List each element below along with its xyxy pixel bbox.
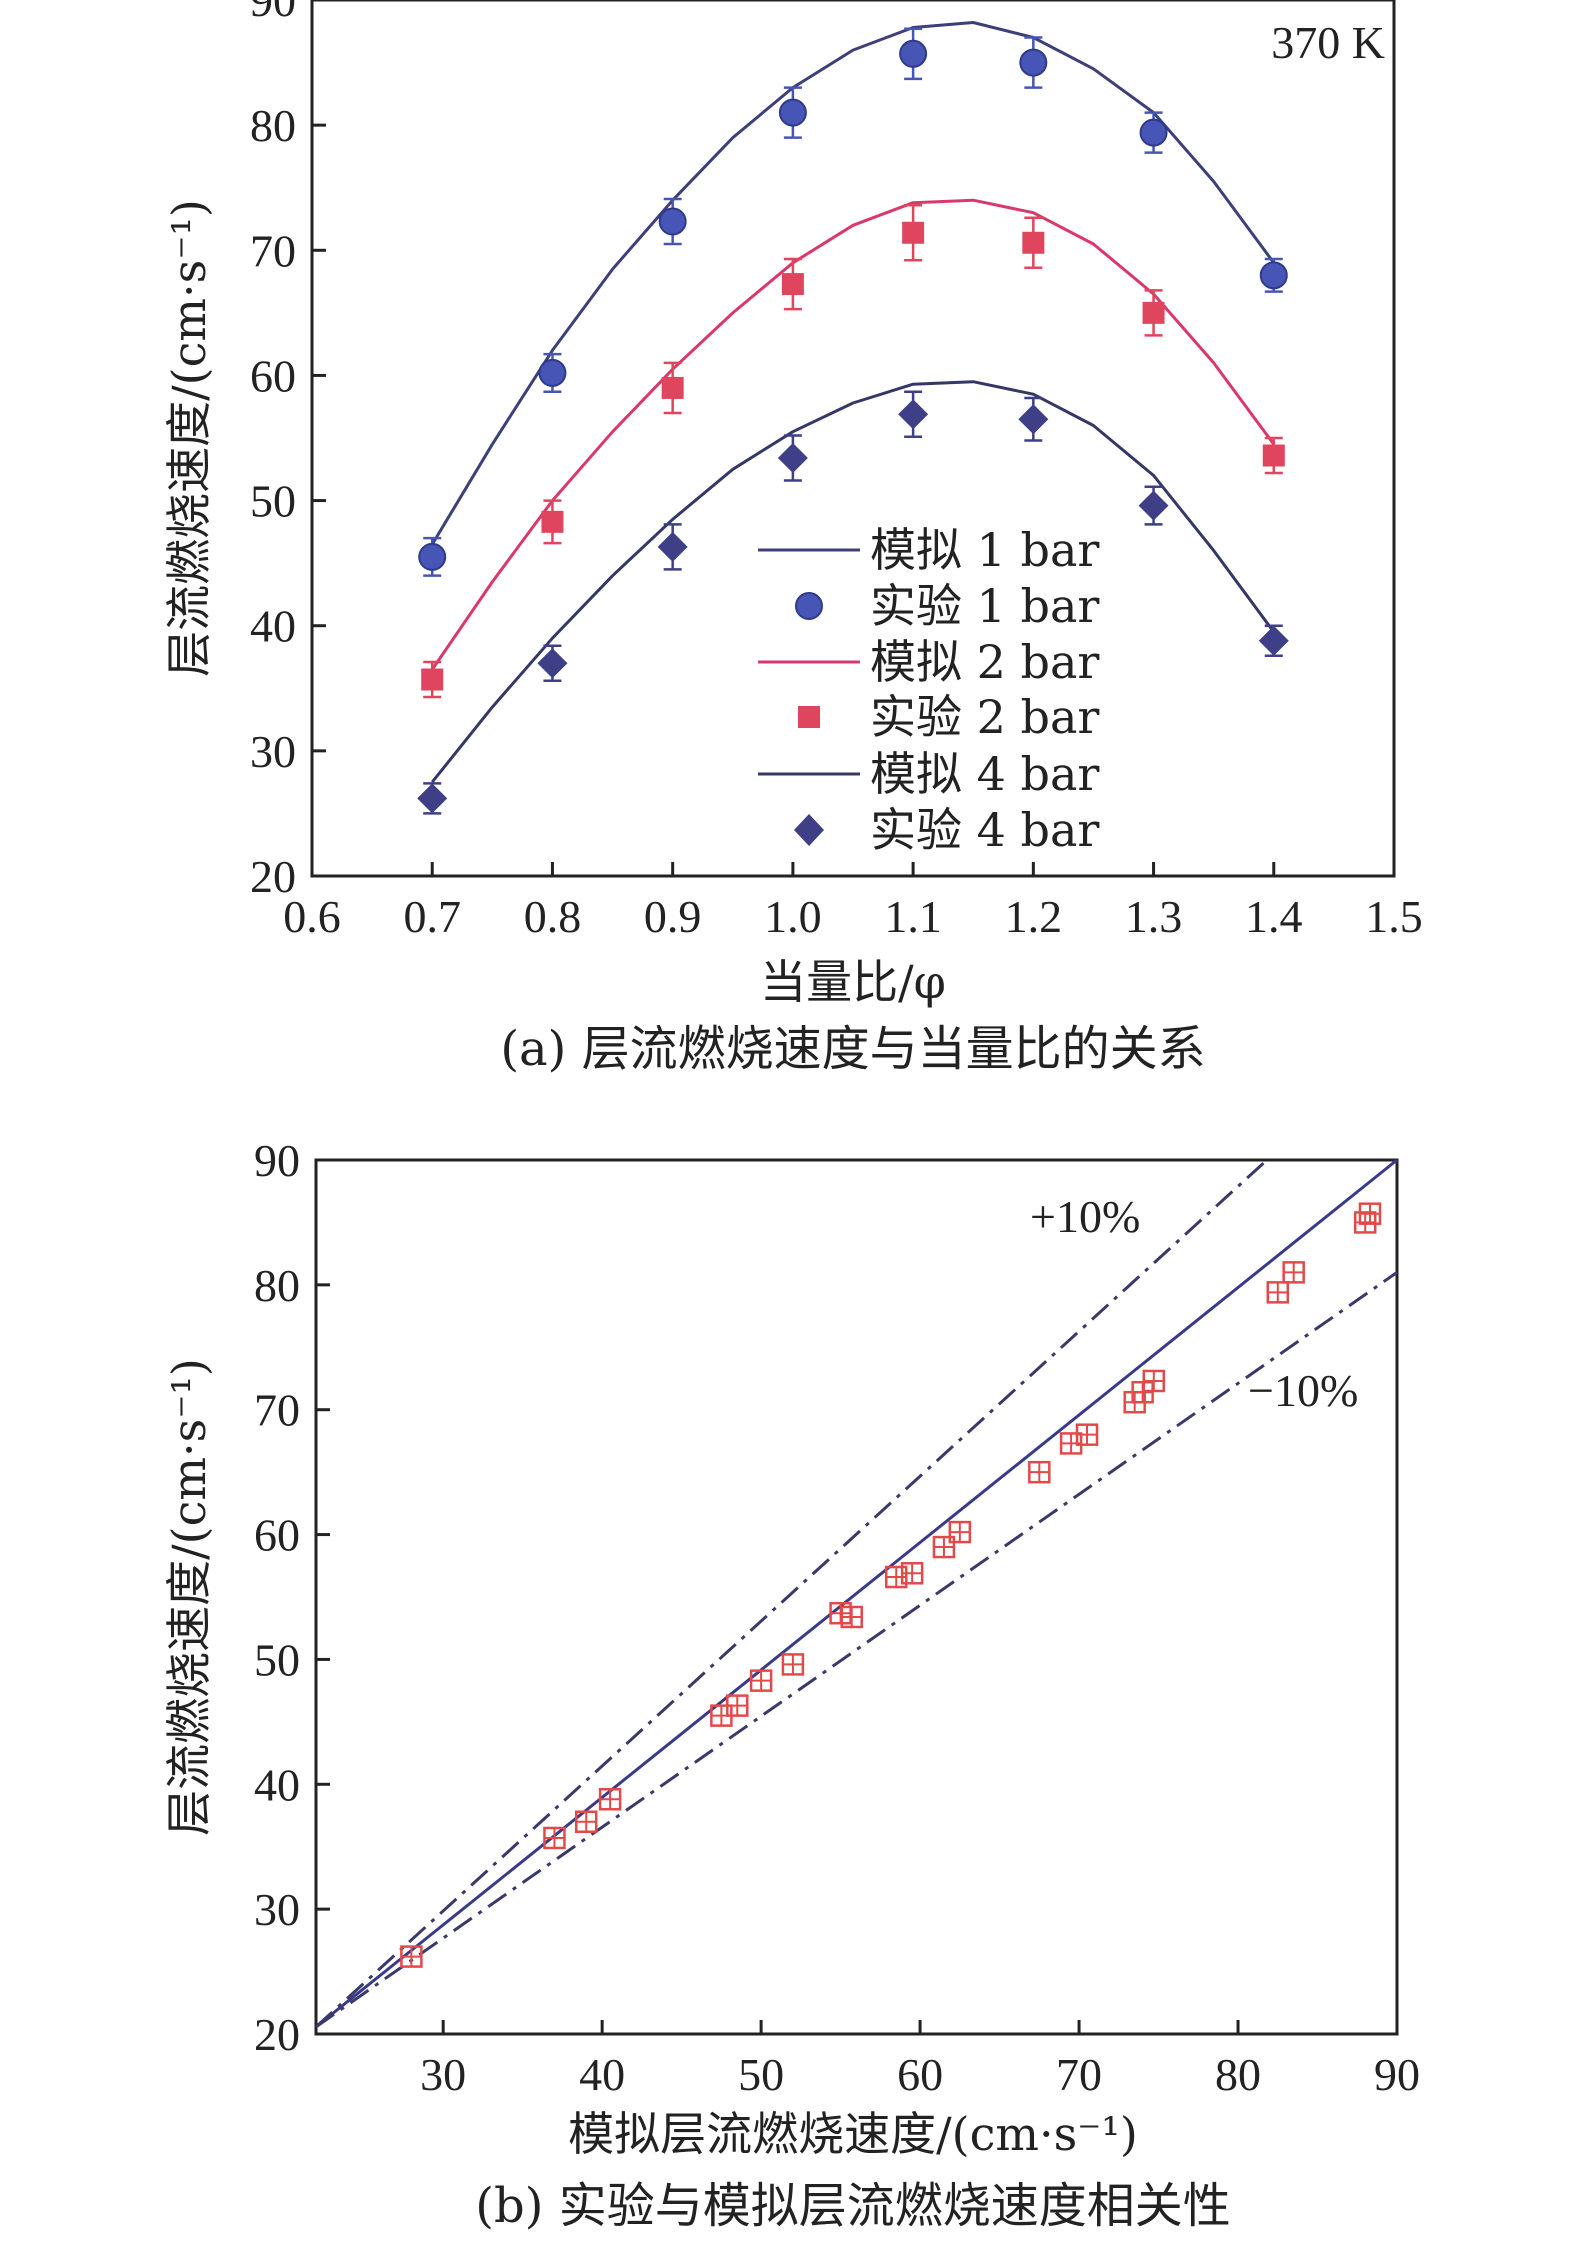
chart-b-points: [400, 1202, 1382, 1968]
data-point-circle: [1019, 48, 1048, 77]
chart-a-y-axis-label: 层流燃烧速度/(cm·s⁻¹): [162, 199, 216, 677]
series-line-0: [430, 21, 1276, 546]
data-point-diamond: [537, 648, 568, 679]
data-point-diamond: [657, 531, 688, 562]
x-tick-label: 1.2: [1005, 891, 1063, 942]
legend-marker-exp-1bar: [795, 592, 823, 620]
y-tick-label: 90: [250, 0, 296, 26]
legend-label-exp-4bar: 实验 4 bar: [870, 803, 1099, 857]
x-tick-label: 0.6: [283, 891, 341, 942]
data-point-square: [421, 668, 444, 691]
x-tick-label: 30: [420, 2049, 466, 2100]
y-tick-label: 50: [250, 476, 296, 527]
data-point-diamond: [1138, 490, 1169, 521]
legend-label-exp-2bar: 实验 2 bar: [870, 690, 1099, 744]
chart-b-y-ticks: 20 30 40 50 60 70 80 90: [254, 1135, 330, 2060]
y-tick-label: 30: [254, 1884, 300, 1935]
y-tick-label: 40: [254, 1759, 300, 1810]
y-tick-label: 60: [250, 350, 296, 401]
chart-b-y-axis-label: 层流燃烧速度/(cm·s⁻¹): [162, 1358, 216, 1836]
y-tick-label: 80: [254, 1260, 300, 1311]
parity-line: [315, 1158, 1398, 2029]
minus-10-percent-line: [315, 1271, 1398, 2029]
y-tick-label: 80: [250, 100, 296, 151]
data-point-diamond: [1258, 625, 1289, 656]
legend-marker-exp-2bar: [798, 706, 820, 728]
series-line-4: [431, 380, 1276, 784]
data-point-square: [781, 273, 804, 296]
y-tick-label: 20: [250, 851, 296, 902]
legend-label-exp-1bar: 实验 1 bar: [870, 579, 1099, 633]
x-tick-label: 50: [738, 2049, 784, 2100]
chart-a-annotation: 370 K: [1271, 17, 1385, 68]
legend-label-sim-1bar: 模拟 1 bar: [870, 523, 1099, 577]
data-point-circle: [538, 358, 567, 387]
data-point-circle: [418, 542, 447, 571]
x-tick-label: 0.9: [644, 891, 702, 942]
chart-b-reference-lines: [314, 1158, 1398, 2029]
chart-a-frame: [310, 0, 1396, 878]
chart-a-x-axis-label: 当量比/φ: [760, 955, 946, 1009]
x-tick-label: 1.1: [884, 891, 942, 942]
y-tick-label: 70: [254, 1385, 300, 1436]
x-tick-label: 0.8: [524, 891, 582, 942]
data-point-square: [1022, 231, 1045, 254]
x-tick-label: 1.0: [764, 891, 822, 942]
chart-b-band-label-upper: +10%: [1030, 1191, 1140, 1242]
chart-b-x-ticks: 30 40 50 60 70 80 90: [420, 2020, 1420, 2100]
legend-label-sim-4bar: 模拟 4 bar: [870, 747, 1099, 801]
data-point-circle: [899, 39, 928, 68]
data-point-square: [1142, 301, 1165, 324]
chart-b-caption: (b) 实验与模拟层流燃烧速度相关性: [475, 2178, 1230, 2234]
legend-label-sim-2bar: 模拟 2 bar: [870, 635, 1099, 689]
x-tick-label: 1.3: [1125, 891, 1183, 942]
x-tick-label: 1.5: [1365, 891, 1423, 942]
plus-10-percent-line: [314, 1158, 1268, 2028]
chart-b-x-axis-label: 模拟层流燃烧速度/(cm·s⁻¹): [568, 2107, 1138, 2161]
x-tick-label: 0.7: [403, 891, 461, 942]
data-point-circle: [778, 98, 807, 127]
chart-b-band-label-lower: −10%: [1248, 1365, 1358, 1416]
y-tick-label: 40: [250, 601, 296, 652]
series-line-2: [430, 198, 1276, 671]
chart-a-y-ticks: 20 30 40 50 60 70 80 90: [250, 0, 326, 902]
chart-a-series: [417, 21, 1289, 815]
chart-b-frame: [314, 1158, 1399, 2036]
y-tick-label: 70: [250, 225, 296, 276]
data-point-circle: [658, 207, 687, 236]
data-point-diamond: [777, 443, 808, 474]
data-point-circle: [1259, 261, 1288, 290]
data-point-square: [541, 510, 564, 533]
x-tick-label: 60: [897, 2049, 943, 2100]
data-point-diamond: [417, 783, 448, 814]
data-point-diamond: [898, 399, 929, 430]
x-tick-label: 90: [1374, 2049, 1420, 2100]
data-point-square: [1262, 444, 1285, 467]
x-tick-label: 40: [579, 2049, 625, 2100]
x-tick-label: 70: [1056, 2049, 1102, 2100]
chart-b: 20 30 40 50 60 70 80 90 30 40 50 60 70 80 90 +10% −10…: [162, 1135, 1420, 2234]
chart-a-caption: (a) 层流燃烧速度与当量比的关系: [500, 1021, 1205, 1077]
y-tick-label: 90: [254, 1135, 300, 1186]
chart-a-x-ticks: 0.6 0.7 0.8 0.9 1.0 1.1 1.2 1.3 1.4 1.5: [283, 862, 1423, 942]
chart-a: 20 30 40 50 60 70 80 90 0.6 0.7 0.8 0.9 1.0 1.1 1.2 1.…: [162, 0, 1423, 1077]
y-tick-label: 60: [254, 1510, 300, 1561]
data-point-square: [661, 376, 684, 399]
y-tick-label: 30: [250, 726, 296, 777]
data-point-diamond: [1018, 404, 1049, 435]
chart-a-legend: 模拟 1 bar 实验 1 bar 模拟 2 bar 实验 2 bar 模拟 4…: [758, 523, 1099, 857]
legend-marker-exp-4bar: [794, 814, 824, 846]
data-point-circle: [1139, 118, 1168, 147]
x-tick-label: 80: [1215, 2049, 1261, 2100]
x-tick-label: 1.4: [1245, 891, 1303, 942]
y-tick-label: 50: [254, 1634, 300, 1685]
data-point-square: [902, 221, 925, 244]
y-tick-label: 20: [254, 2009, 300, 2060]
